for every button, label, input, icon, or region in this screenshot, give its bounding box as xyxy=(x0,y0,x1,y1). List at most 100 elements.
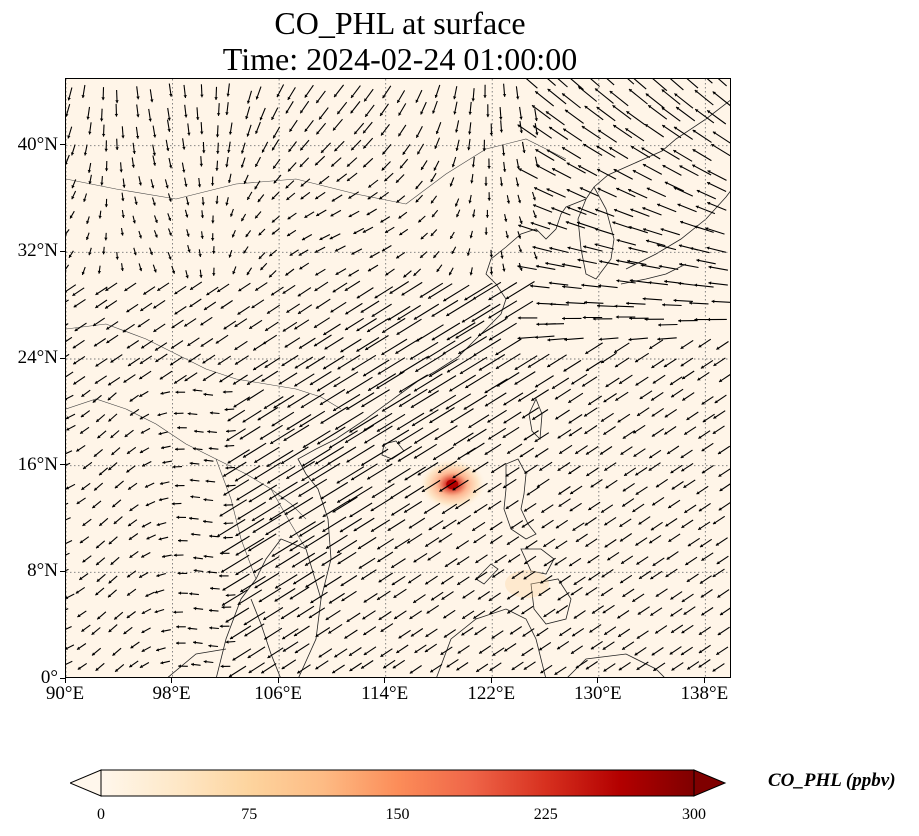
wind-arrow-head xyxy=(314,287,318,291)
wind-arrow-shaft xyxy=(458,336,487,355)
wind-arrow-head xyxy=(141,345,145,349)
wind-arrow-head xyxy=(66,162,68,165)
coastlines xyxy=(167,100,730,677)
wind-arrow-head xyxy=(617,615,621,619)
wind-arrow-head xyxy=(712,91,716,95)
wind-arrow-shaft xyxy=(531,104,551,120)
wind-arrow-head xyxy=(436,268,440,272)
wind-arrow-head xyxy=(669,651,673,655)
wind-arrow-head xyxy=(267,310,271,314)
wind-arrow-shaft xyxy=(596,305,617,308)
wind-arrow-head xyxy=(492,652,496,656)
wind-arrow-head xyxy=(75,590,79,594)
wind-arrow-head xyxy=(137,324,141,328)
wind-arrow-head xyxy=(409,670,413,674)
wind-arrow-head xyxy=(584,522,588,526)
wind-arrow-head xyxy=(76,448,80,452)
wind-arrow-head xyxy=(182,146,186,150)
wind-arrow-head xyxy=(657,203,661,207)
wind-arrow-head xyxy=(132,151,136,154)
wind-arrow-shaft xyxy=(251,502,281,522)
wind-arrow-head xyxy=(115,100,119,104)
wind-arrow-head xyxy=(414,455,418,459)
wind-arrow-head xyxy=(172,465,176,469)
wind-arrow-head xyxy=(240,150,245,154)
wind-arrow-head xyxy=(286,197,290,200)
wind-arrow-shaft xyxy=(304,551,327,567)
wind-arrow-shaft xyxy=(275,551,301,568)
wind-arrow-head xyxy=(189,516,192,521)
wind-arrow-head xyxy=(136,114,140,118)
wind-arrow-head xyxy=(533,204,537,208)
wind-arrow-head xyxy=(215,168,219,171)
wind-arrow-head xyxy=(167,117,171,121)
wind-arrow-head xyxy=(491,635,495,639)
wind-arrow-shaft xyxy=(403,500,423,513)
wind-arrow-head xyxy=(595,88,599,92)
wind-arrow-head xyxy=(128,486,132,490)
wind-arrow-head xyxy=(681,524,685,528)
wind-arrow-head xyxy=(548,281,552,285)
wind-arrow-shaft xyxy=(282,321,298,332)
wind-arrow-shaft xyxy=(289,535,315,552)
wind-arrow-head xyxy=(382,408,386,412)
wind-arrow-head xyxy=(76,501,80,504)
wind-arrow-shaft xyxy=(237,501,266,520)
wind-arrow-shaft xyxy=(615,187,636,198)
wind-arrow-shaft xyxy=(258,587,282,603)
wind-arrow-head xyxy=(592,610,596,614)
wind-arrow-shaft xyxy=(360,300,380,313)
wind-arrow-shaft xyxy=(225,607,250,623)
wind-arrow-head xyxy=(107,397,111,401)
wind-arrow-head xyxy=(500,255,504,259)
wind-arrow-head xyxy=(269,496,273,500)
wind-arrow-head xyxy=(378,579,382,583)
wind-arrow-head xyxy=(636,635,640,639)
wind-arrow-head xyxy=(395,350,399,354)
wind-arrow-head xyxy=(158,537,162,541)
wind-arrow-shaft xyxy=(232,648,252,661)
wind-arrow-head xyxy=(579,187,583,191)
wind-arrow-shaft xyxy=(478,354,506,371)
wind-arrow-shaft xyxy=(549,247,569,254)
wind-arrow-shaft xyxy=(381,317,406,334)
wind-arrow-head xyxy=(225,112,229,115)
wind-arrow-head xyxy=(210,183,215,186)
lon-tick-mark xyxy=(384,678,386,683)
wind-arrow-head xyxy=(671,394,675,398)
wind-arrow-head xyxy=(536,322,540,326)
wind-arrow-head xyxy=(462,595,466,599)
wind-arrow-head xyxy=(680,345,684,349)
wind-arrow-head xyxy=(122,329,126,333)
wind-arrow-head xyxy=(408,580,412,584)
wind-arrow-head xyxy=(651,652,655,656)
wind-arrow-shaft xyxy=(565,221,586,229)
wind-arrow-head xyxy=(570,592,574,596)
wind-arrow-shaft xyxy=(315,627,331,638)
wind-arrow-head xyxy=(319,180,323,184)
wind-arrow-head xyxy=(434,145,438,149)
wind-arrow-head xyxy=(215,340,219,344)
wind-arrow-head xyxy=(523,576,527,580)
wind-arrow-head xyxy=(203,458,207,463)
wind-arrow-shaft xyxy=(408,517,426,529)
wind-arrow-head xyxy=(323,332,327,335)
wind-arrow-head xyxy=(302,463,306,467)
wind-arrow-head xyxy=(499,116,503,120)
wind-arrow-head xyxy=(158,431,162,436)
wind-arrow-head xyxy=(489,337,493,341)
wind-arrow-shaft xyxy=(634,352,649,363)
wind-arrow-shaft xyxy=(613,208,634,218)
wind-arrow-shaft xyxy=(386,445,412,463)
wind-arrow-shaft xyxy=(268,481,298,500)
wind-arrow-head xyxy=(297,293,301,297)
wind-arrow-head xyxy=(193,640,196,645)
wind-arrow-head xyxy=(525,545,529,549)
wind-arrow-shaft xyxy=(490,462,507,474)
wind-arrow-head xyxy=(632,598,636,602)
wind-arrow-head xyxy=(248,548,252,552)
wind-arrow-shaft xyxy=(66,371,74,378)
wind-arrow-head xyxy=(670,470,674,474)
wind-arrow-head xyxy=(235,361,239,365)
wind-arrow-head xyxy=(138,235,142,239)
